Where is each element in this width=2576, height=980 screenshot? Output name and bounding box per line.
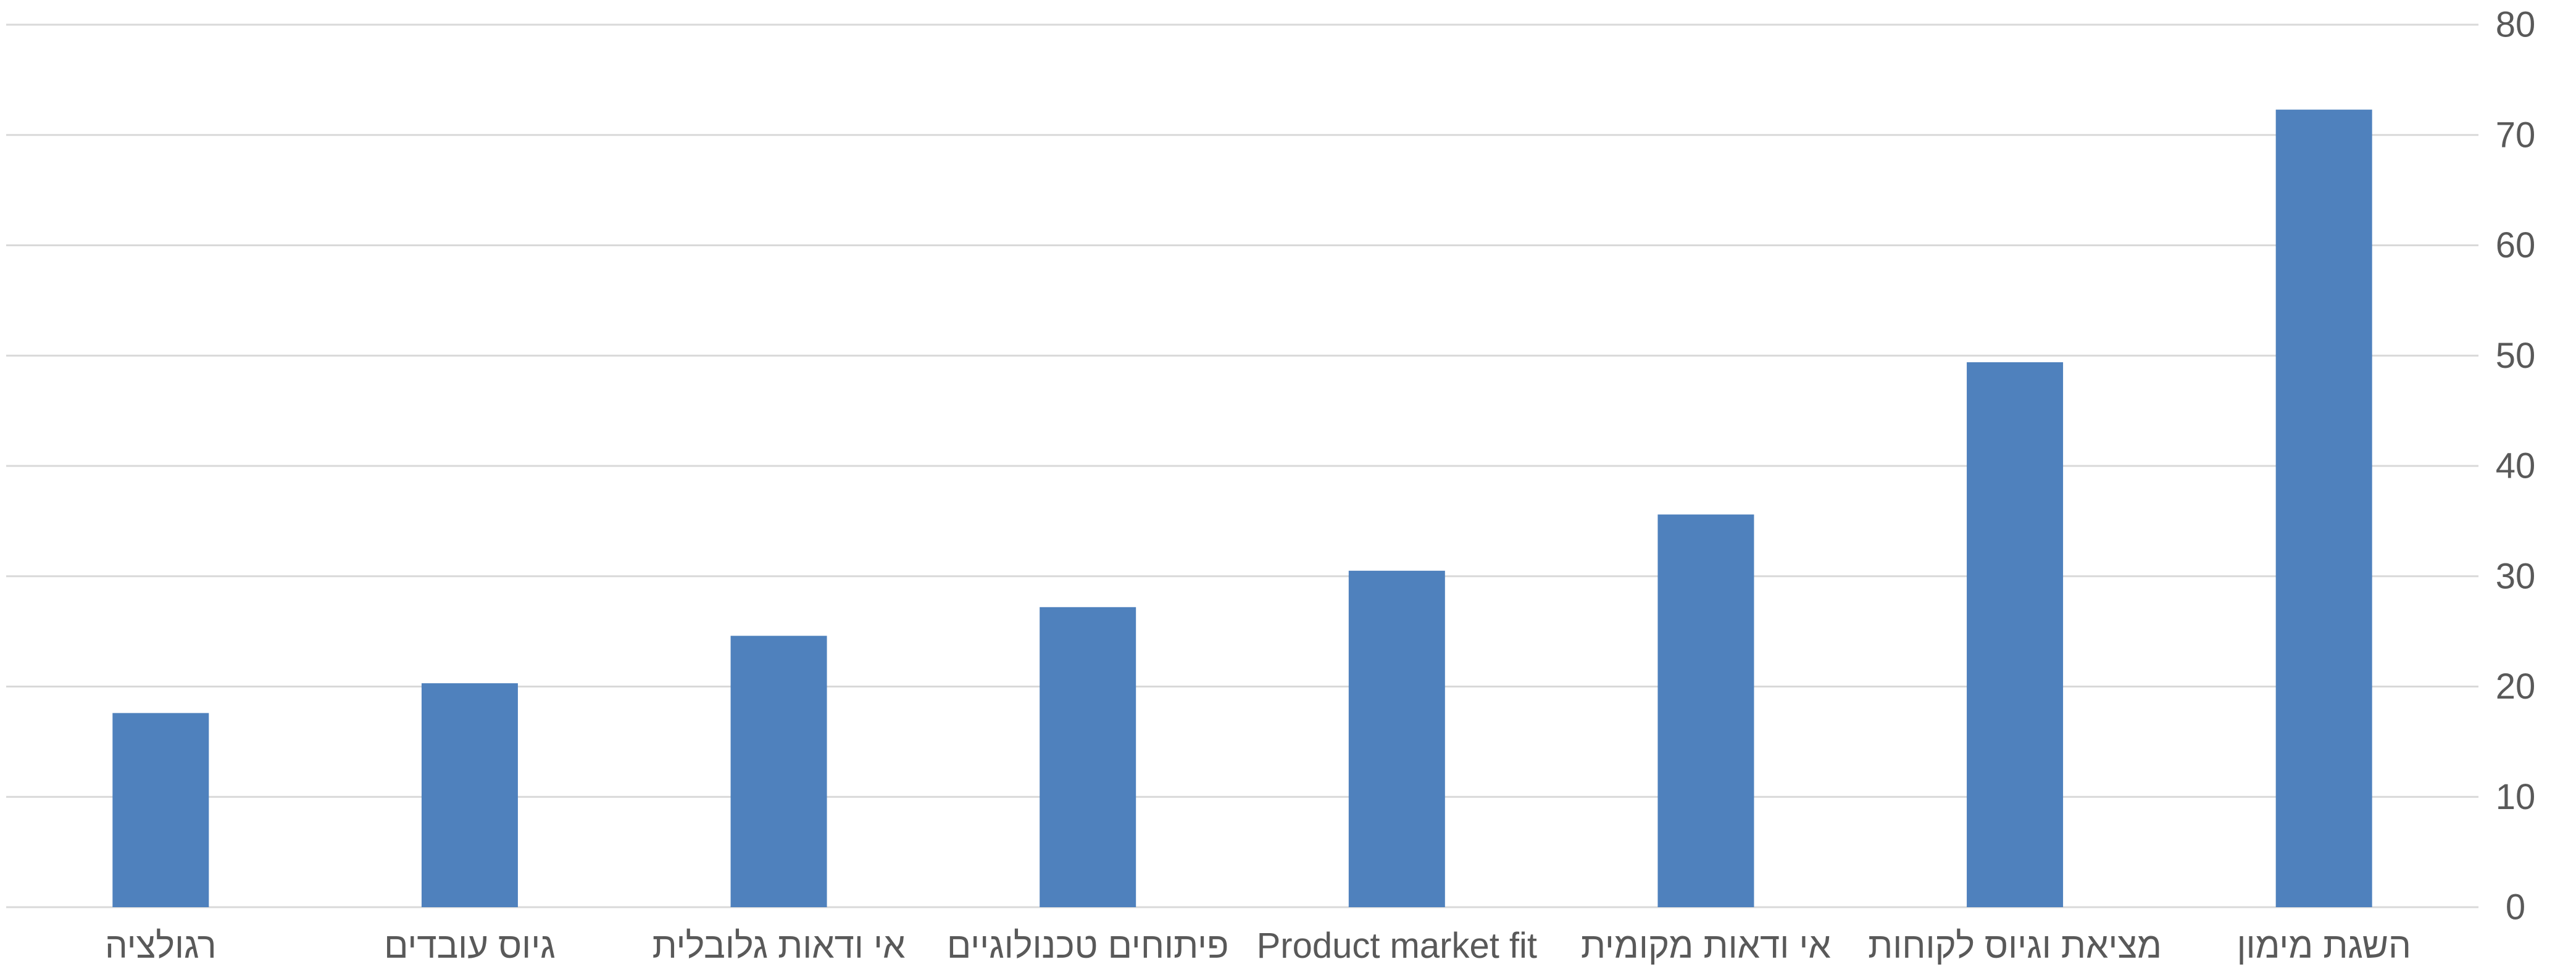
y-tick-label-70: 70 xyxy=(2496,115,2536,155)
y-tick-label-40: 40 xyxy=(2496,446,2536,486)
x-category-label-0: רגולציה xyxy=(105,926,217,966)
bar-5 xyxy=(1657,514,1754,907)
bar-3 xyxy=(1040,607,1136,907)
y-axis-tick-labels: 0 10 20 30 40 50 60 70 80 xyxy=(2496,5,2536,928)
gridlines xyxy=(6,23,2478,908)
bars xyxy=(112,109,2372,908)
y-tick-label-60: 60 xyxy=(2496,225,2536,265)
x-category-label-6: מציאת וגיוס לקוחות xyxy=(1868,926,2162,966)
x-category-label-1: גיוס עובדים xyxy=(384,926,556,966)
bar-4 xyxy=(1348,570,1445,907)
x-category-label-4: Product market fit xyxy=(1257,926,1537,966)
bar-0 xyxy=(112,713,209,907)
y-tick-label-80: 80 xyxy=(2496,5,2536,45)
x-category-label-5: אי ודאות מקומית xyxy=(1581,926,1831,966)
x-axis-category-labels: רגולציה גיוס עובדים אי ודאות גלובלית פיתוחי… xyxy=(105,926,2411,966)
bar-1 xyxy=(421,683,518,907)
bar-7 xyxy=(2275,109,2372,908)
y-tick-label-50: 50 xyxy=(2496,336,2536,376)
x-category-label-2: אי ודאות גלובלית xyxy=(652,926,906,966)
y-tick-label-20: 20 xyxy=(2496,666,2536,707)
bar-6 xyxy=(1967,362,2064,907)
y-tick-label-0: 0 xyxy=(2506,887,2525,928)
y-tick-label-10: 10 xyxy=(2496,777,2536,817)
x-category-label-7: השגת מימון xyxy=(2236,926,2411,966)
y-tick-label-30: 30 xyxy=(2496,556,2536,596)
bar-2 xyxy=(730,636,827,907)
x-category-label-3: פיתוחים טכנולוגיים xyxy=(947,926,1229,966)
